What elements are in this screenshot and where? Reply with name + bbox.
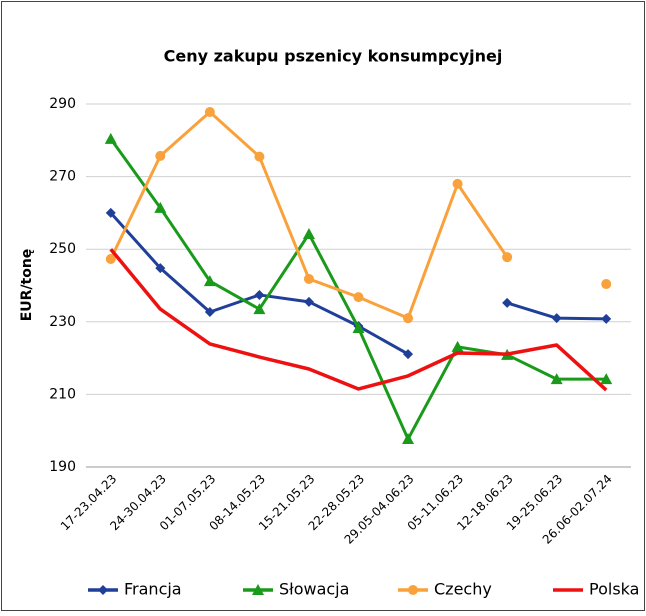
- legend-label: Francja: [124, 580, 182, 599]
- marker: [254, 151, 265, 162]
- marker: [253, 303, 266, 315]
- marker: [601, 279, 612, 290]
- legend-label: Słowacja: [279, 580, 349, 599]
- marker: [303, 296, 314, 307]
- chart-title: Ceny zakupu pszenicy konsumpcyjnej: [164, 47, 503, 66]
- marker: [601, 313, 612, 324]
- marker: [203, 275, 216, 287]
- y-tick-label: 270: [49, 169, 76, 185]
- marker: [353, 292, 364, 303]
- series-line: [109, 248, 608, 392]
- marker: [451, 340, 464, 352]
- marker: [402, 433, 415, 445]
- marker: [550, 373, 563, 385]
- marker: [155, 150, 166, 161]
- marker: [403, 349, 414, 360]
- legend-label: Czechy: [434, 580, 492, 599]
- marker: [452, 178, 463, 189]
- marker: [104, 132, 117, 144]
- legend-marker: [408, 585, 418, 595]
- marker: [403, 313, 414, 324]
- y-tick-label: 230: [49, 314, 76, 330]
- y-axis-label: EUR/tonę: [19, 249, 35, 322]
- legend-marker: [98, 585, 108, 595]
- y-tick-label: 290: [49, 96, 76, 112]
- marker: [302, 227, 315, 239]
- marker: [105, 254, 116, 265]
- marker: [303, 273, 314, 284]
- marker: [154, 201, 167, 213]
- y-tick-label: 210: [49, 386, 76, 402]
- marker: [600, 373, 613, 385]
- legend-marker: [252, 584, 264, 595]
- legend-label: Polska: [589, 580, 639, 599]
- marker: [551, 313, 562, 324]
- marker: [502, 252, 513, 263]
- marker: [254, 289, 265, 300]
- marker: [502, 297, 513, 308]
- y-tick-label: 250: [49, 241, 76, 257]
- marker: [352, 321, 365, 333]
- marker: [155, 263, 166, 274]
- marker: [204, 306, 215, 317]
- y-tick-label: 190: [49, 459, 76, 475]
- marker: [204, 106, 215, 117]
- marker: [105, 207, 116, 218]
